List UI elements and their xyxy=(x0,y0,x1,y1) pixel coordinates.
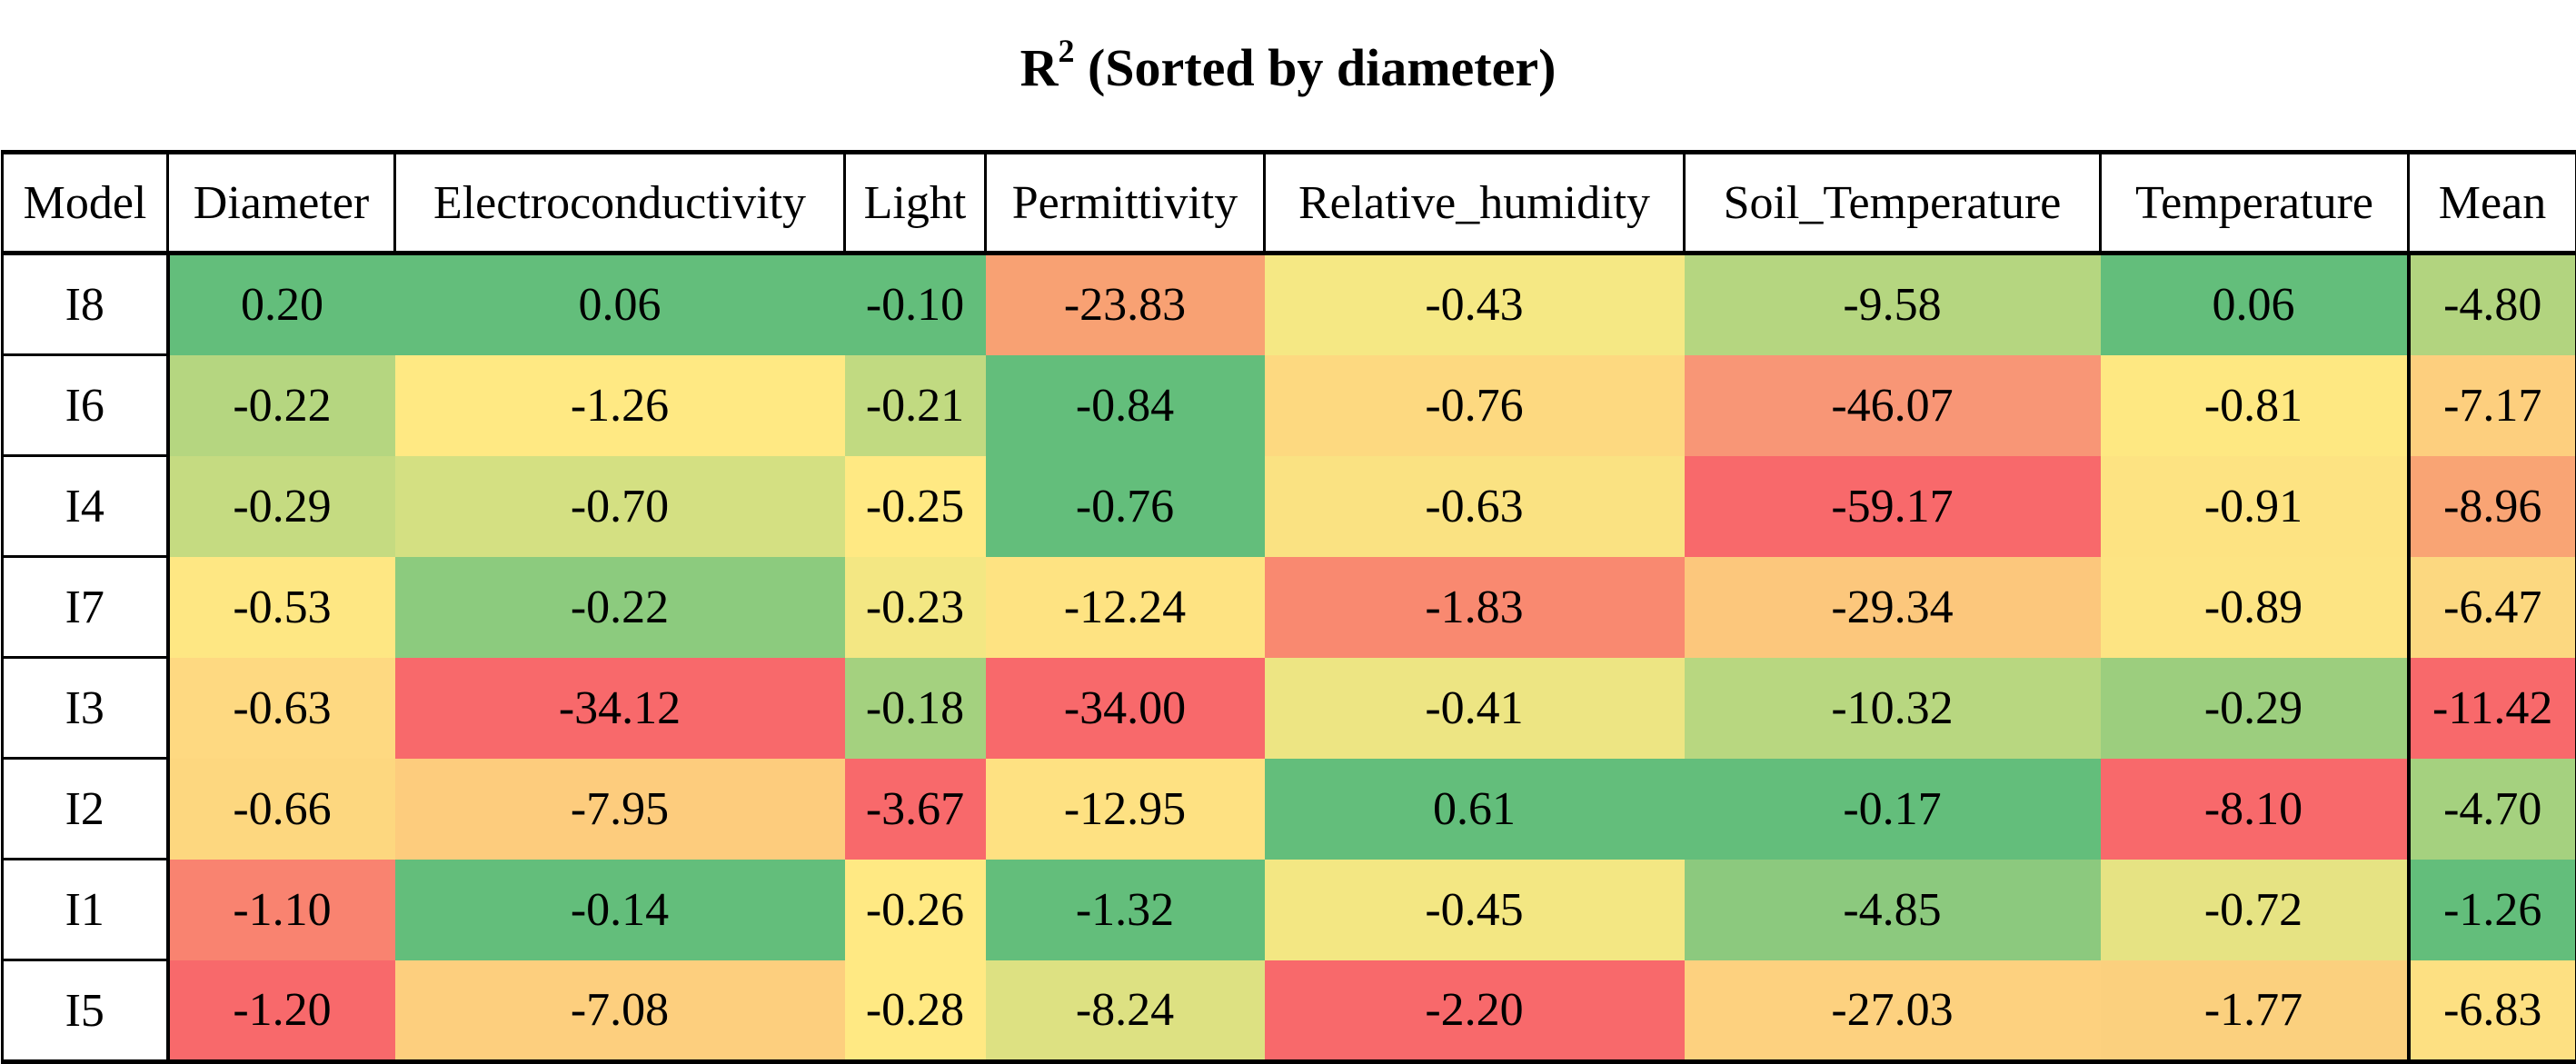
table-row: I6-0.22-1.26-0.21-0.84-0.76-46.07-0.81-7… xyxy=(3,355,2576,456)
cell-light: -3.67 xyxy=(845,759,986,860)
column-header-model: Model xyxy=(3,153,168,254)
cell-temperature: -0.89 xyxy=(2101,557,2409,658)
cell-permittivity: -8.24 xyxy=(986,960,1265,1062)
cell-temperature: -8.10 xyxy=(2101,759,2409,860)
cell-relative-humidity: -0.63 xyxy=(1265,456,1685,557)
cell-light: -0.10 xyxy=(845,254,986,355)
model-label: I7 xyxy=(3,557,168,658)
cell-mean: -11.42 xyxy=(2409,658,2576,759)
cell-soil-temperature: -59.17 xyxy=(1685,456,2101,557)
cell-permittivity: -12.24 xyxy=(986,557,1265,658)
cell-relative-humidity: -0.45 xyxy=(1265,860,1685,960)
cell-electroconductivity: -7.95 xyxy=(395,759,845,860)
model-label: I2 xyxy=(3,759,168,860)
cell-electroconductivity: -0.70 xyxy=(395,456,845,557)
model-label: I3 xyxy=(3,658,168,759)
column-header-permittivity: Permittivity xyxy=(986,153,1265,254)
table-row: I1-1.10-0.14-0.26-1.32-0.45-4.85-0.72-1.… xyxy=(3,860,2576,960)
cell-temperature: -0.29 xyxy=(2101,658,2409,759)
column-header-diameter: Diameter xyxy=(168,153,395,254)
model-label: I5 xyxy=(3,960,168,1062)
title-superscript: 2 xyxy=(1058,33,1074,69)
table-row: I7-0.53-0.22-0.23-12.24-1.83-29.34-0.89-… xyxy=(3,557,2576,658)
cell-diameter: -0.63 xyxy=(168,658,395,759)
cell-temperature: -0.91 xyxy=(2101,456,2409,557)
cell-mean: -4.70 xyxy=(2409,759,2576,860)
cell-electroconductivity: -1.26 xyxy=(395,355,845,456)
model-label: I6 xyxy=(3,355,168,456)
cell-electroconductivity: -0.22 xyxy=(395,557,845,658)
cell-mean: -6.47 xyxy=(2409,557,2576,658)
cell-temperature: 0.06 xyxy=(2101,254,2409,355)
cell-permittivity: -12.95 xyxy=(986,759,1265,860)
cell-diameter: -1.10 xyxy=(168,860,395,960)
cell-diameter: -0.22 xyxy=(168,355,395,456)
cell-diameter: -0.29 xyxy=(168,456,395,557)
cell-relative-humidity: -0.43 xyxy=(1265,254,1685,355)
cell-diameter: 0.20 xyxy=(168,254,395,355)
cell-diameter: -0.66 xyxy=(168,759,395,860)
model-label: I1 xyxy=(3,860,168,960)
cell-soil-temperature: -46.07 xyxy=(1685,355,2101,456)
cell-light: -0.23 xyxy=(845,557,986,658)
column-header-electroconductivity: Electroconductivity xyxy=(395,153,845,254)
cell-electroconductivity: -7.08 xyxy=(395,960,845,1062)
cell-mean: -4.80 xyxy=(2409,254,2576,355)
table-row: I3-0.63-34.12-0.18-34.00-0.41-10.32-0.29… xyxy=(3,658,2576,759)
cell-permittivity: -34.00 xyxy=(986,658,1265,759)
cell-mean: -1.26 xyxy=(2409,860,2576,960)
cell-permittivity: -0.84 xyxy=(986,355,1265,456)
cell-soil-temperature: -4.85 xyxy=(1685,860,2101,960)
cell-light: -0.18 xyxy=(845,658,986,759)
cell-electroconductivity: -0.14 xyxy=(395,860,845,960)
cell-temperature: -0.72 xyxy=(2101,860,2409,960)
column-header-relative-humidity: Relative_humidity xyxy=(1265,153,1685,254)
cell-relative-humidity: -0.76 xyxy=(1265,355,1685,456)
cell-mean: -6.83 xyxy=(2409,960,2576,1062)
cell-soil-temperature: -29.34 xyxy=(1685,557,2101,658)
cell-light: -0.21 xyxy=(845,355,986,456)
cell-temperature: -0.81 xyxy=(2101,355,2409,456)
column-header-temperature: Temperature xyxy=(2101,153,2409,254)
cell-soil-temperature: -0.17 xyxy=(1685,759,2101,860)
cell-temperature: -1.77 xyxy=(2101,960,2409,1062)
table-row: I5-1.20-7.08-0.28-8.24-2.20-27.03-1.77-6… xyxy=(3,960,2576,1062)
cell-light: -0.25 xyxy=(845,456,986,557)
cell-diameter: -1.20 xyxy=(168,960,395,1062)
title-main: R xyxy=(1020,38,1059,97)
cell-mean: -7.17 xyxy=(2409,355,2576,456)
cell-relative-humidity: -1.83 xyxy=(1265,557,1685,658)
model-label: I4 xyxy=(3,456,168,557)
column-header-mean: Mean xyxy=(2409,153,2576,254)
cell-light: -0.28 xyxy=(845,960,986,1062)
cell-diameter: -0.53 xyxy=(168,557,395,658)
cell-mean: -8.96 xyxy=(2409,456,2576,557)
cell-soil-temperature: -27.03 xyxy=(1685,960,2101,1062)
chart-title: R2 (Sorted by diameter) xyxy=(0,36,2576,100)
column-header-soil-temperature: Soil_Temperature xyxy=(1685,153,2101,254)
column-header-light: Light xyxy=(845,153,986,254)
cell-relative-humidity: -2.20 xyxy=(1265,960,1685,1062)
cell-relative-humidity: -0.41 xyxy=(1265,658,1685,759)
cell-soil-temperature: -9.58 xyxy=(1685,254,2101,355)
cell-soil-temperature: -10.32 xyxy=(1685,658,2101,759)
cell-permittivity: -1.32 xyxy=(986,860,1265,960)
cell-light: -0.26 xyxy=(845,860,986,960)
title-suffix: (Sorted by diameter) xyxy=(1088,38,1556,97)
cell-electroconductivity: -34.12 xyxy=(395,658,845,759)
table-row: I4-0.29-0.70-0.25-0.76-0.63-59.17-0.91-8… xyxy=(3,456,2576,557)
cell-permittivity: -23.83 xyxy=(986,254,1265,355)
cell-electroconductivity: 0.06 xyxy=(395,254,845,355)
cell-relative-humidity: 0.61 xyxy=(1265,759,1685,860)
cell-permittivity: -0.76 xyxy=(986,456,1265,557)
model-label: I8 xyxy=(3,254,168,355)
